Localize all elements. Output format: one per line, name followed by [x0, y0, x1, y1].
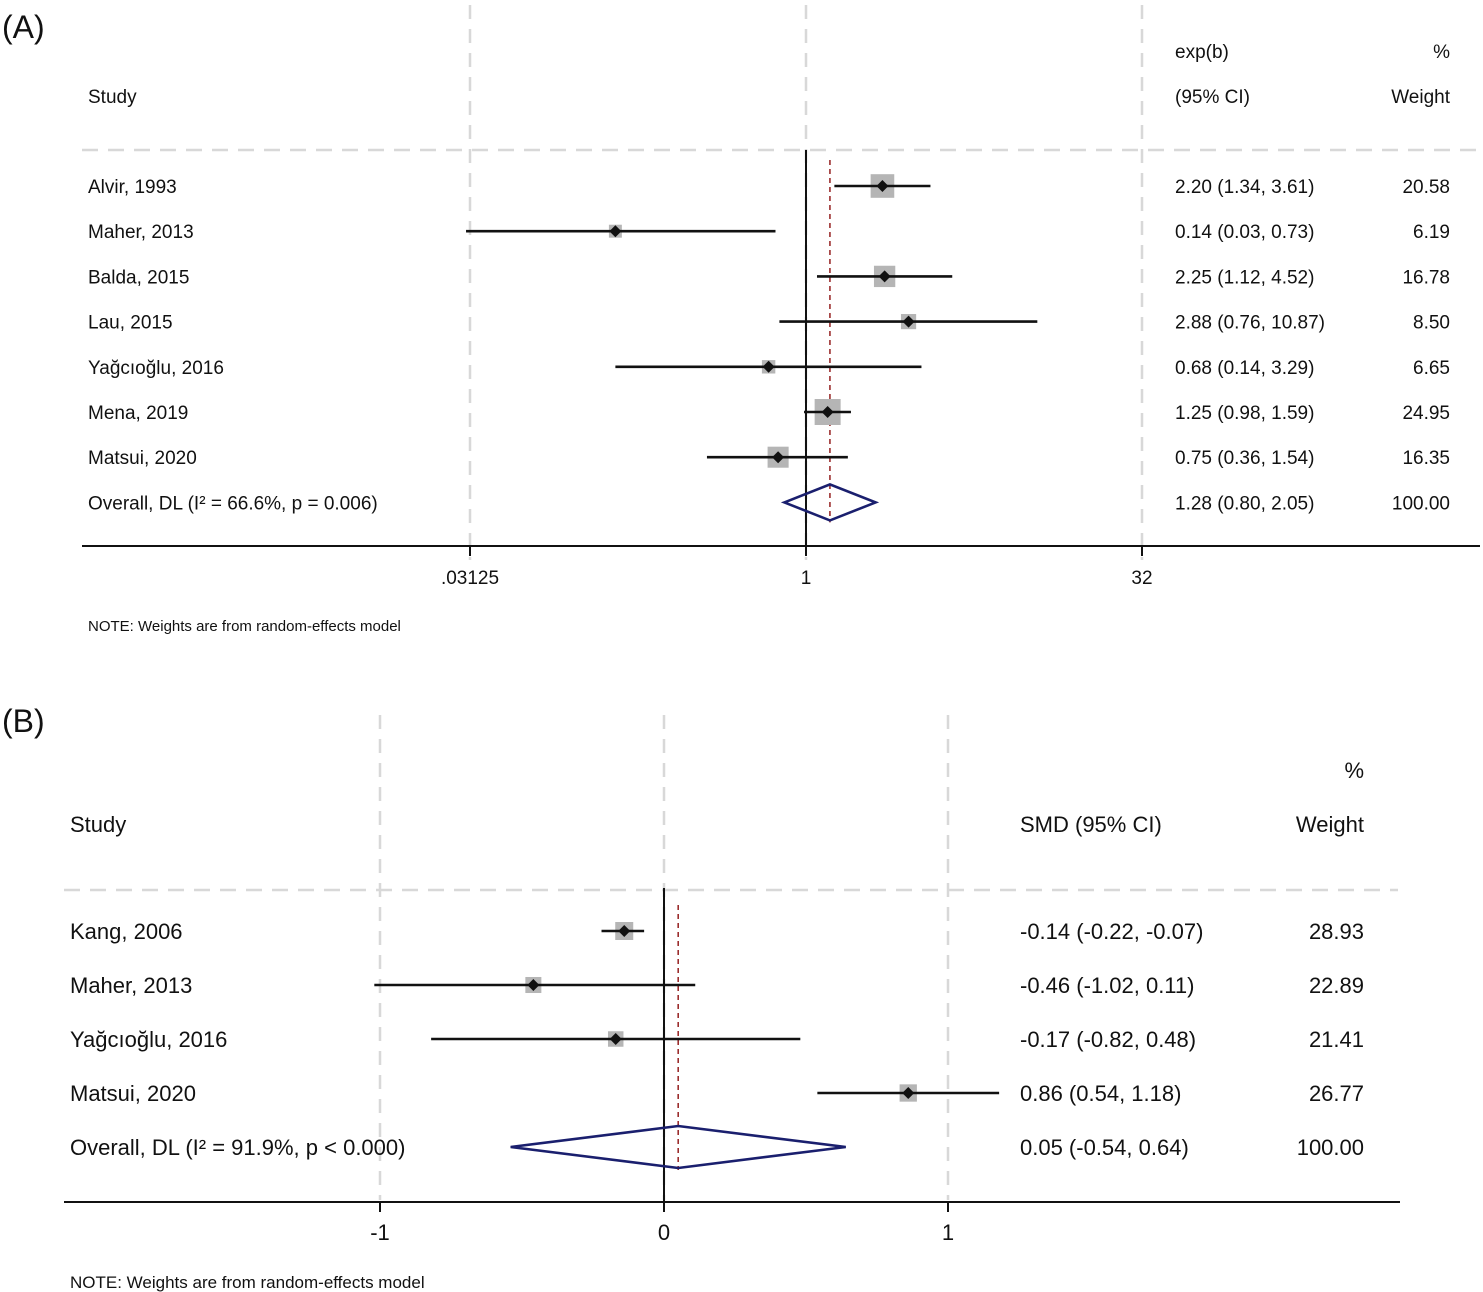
point-estimate: [876, 180, 889, 192]
study-weight: 22.89: [1309, 973, 1364, 998]
point-estimate: [527, 979, 540, 991]
weights-note: NOTE: Weights are from random-effects mo…: [88, 618, 401, 635]
effect-ci: 0.75 (0.36, 1.54): [1175, 448, 1314, 469]
effect-ci: -0.17 (-0.82, 0.48): [1020, 1027, 1196, 1052]
effect-header: SMD (95% CI): [1020, 812, 1162, 837]
overall-ci: 0.05 (-0.54, 0.64): [1020, 1135, 1189, 1160]
point-estimate: [878, 270, 891, 283]
effect-ci: 2.20 (1.34, 3.61): [1175, 177, 1314, 198]
study-name: Matsui, 2020: [88, 448, 197, 469]
x-tick-label: 0: [658, 1220, 670, 1245]
study-weight: 20.58: [1402, 177, 1450, 198]
effect-ci: 2.25 (1.12, 4.52): [1175, 267, 1314, 288]
x-tick-label: 1: [801, 568, 812, 589]
x-tick-label: -1: [370, 1220, 390, 1245]
overall-weight: 100.00: [1392, 493, 1450, 514]
point-estimate: [902, 1087, 915, 1099]
study-weight: 21.41: [1309, 1027, 1364, 1052]
effect-header: (95% CI): [1175, 87, 1250, 108]
study-name: Maher, 2013: [70, 973, 192, 998]
study-weight: 8.50: [1413, 313, 1450, 334]
point-estimate: [821, 406, 834, 418]
study-name: Maher, 2013: [88, 222, 194, 243]
study-weight: 16.35: [1402, 448, 1450, 469]
overall-label: Overall, DL (I² = 91.9%, p < 0.000): [70, 1135, 405, 1160]
point-estimate: [609, 1033, 622, 1045]
weight-header: Weight: [1296, 812, 1364, 837]
effect-ci: 0.68 (0.14, 3.29): [1175, 358, 1314, 379]
study-name: Yağcıoğlu, 2016: [70, 1027, 227, 1052]
effect-ci: 0.14 (0.03, 0.73): [1175, 222, 1314, 243]
study-header: Study: [88, 87, 137, 108]
study-name: Mena, 2019: [88, 403, 188, 424]
overall-label: Overall, DL (I² = 66.6%, p = 0.006): [88, 493, 378, 514]
overall-diamond: [510, 1124, 846, 1170]
x-tick-label: 1: [942, 1220, 954, 1245]
overall-ci: 1.28 (0.80, 2.05): [1175, 493, 1314, 514]
weight-header: %: [1433, 42, 1450, 63]
weights-note: NOTE: Weights are from random-effects mo…: [70, 1273, 425, 1292]
effect-ci: 1.25 (0.98, 1.59): [1175, 403, 1314, 424]
weight-header: Weight: [1391, 87, 1451, 108]
point-estimate: [772, 451, 785, 464]
effect-ci: -0.14 (-0.22, -0.07): [1020, 919, 1203, 944]
effect-header: exp(b): [1175, 42, 1229, 63]
effect-ci: 0.86 (0.54, 1.18): [1020, 1081, 1181, 1106]
study-weight: 6.19: [1413, 222, 1450, 243]
point-estimate: [609, 225, 622, 238]
panel-label: (A): [2, 9, 45, 45]
overall-weight: 100.00: [1297, 1135, 1364, 1160]
x-tick-label: 32: [1131, 568, 1152, 589]
x-tick-label: .03125: [441, 568, 499, 589]
panel-label: (B): [2, 703, 45, 739]
effect-ci: -0.46 (-1.02, 0.11): [1020, 973, 1194, 998]
study-name: Kang, 2006: [70, 919, 183, 944]
weight-header: %: [1344, 758, 1364, 783]
study-name: Lau, 2015: [88, 313, 173, 334]
study-header: Study: [70, 812, 126, 837]
point-estimate: [902, 315, 915, 328]
study-weight: 26.77: [1309, 1081, 1364, 1106]
study-name: Alvir, 1993: [88, 177, 177, 198]
study-weight: 16.78: [1402, 267, 1450, 288]
overall-diamond: [780, 483, 880, 522]
point-estimate: [618, 925, 631, 937]
effect-ci: 2.88 (0.76, 10.87): [1175, 313, 1325, 334]
study-weight: 24.95: [1402, 403, 1450, 424]
study-name: Matsui, 2020: [70, 1081, 196, 1106]
study-weight: 6.65: [1413, 358, 1450, 379]
point-estimate: [762, 360, 775, 373]
study-name: Balda, 2015: [88, 267, 189, 288]
study-name: Yağcıoğlu, 2016: [88, 358, 224, 379]
study-weight: 28.93: [1309, 919, 1364, 944]
